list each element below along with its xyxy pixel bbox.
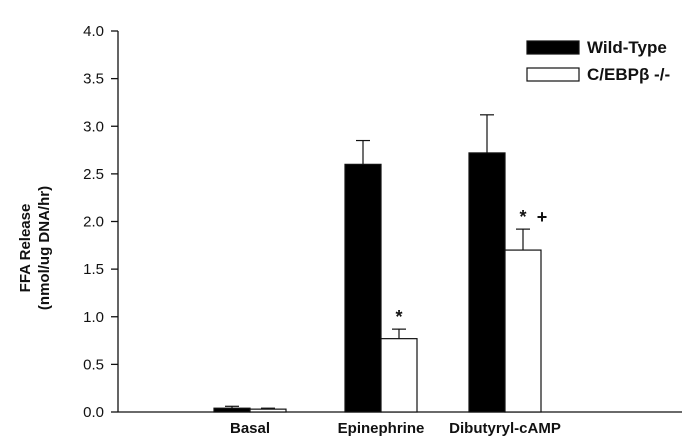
legend-label-wild-type: Wild-Type <box>587 38 667 57</box>
bar-wild-type <box>213 407 251 413</box>
legend-swatch-wild-type <box>526 40 580 55</box>
legend-label-cebpb-knockout: C/EBPβ -/- <box>587 65 670 84</box>
significance-asterisk: * <box>395 307 402 327</box>
bar-cebpb-knockout <box>249 408 287 413</box>
y-tick-label: 3.5 <box>83 71 104 88</box>
bars <box>213 152 542 413</box>
category-labels: Basal Epinephrine Dibutyryl-cAMP <box>230 420 561 437</box>
annotations: * * + <box>395 207 547 327</box>
significance-plus: + <box>537 207 548 227</box>
y-tick-label: 4.0 <box>83 23 104 40</box>
y-tick-label: 1.0 <box>83 309 104 326</box>
y-axis-label-line1: FFA Release <box>17 204 34 293</box>
y-tick-label: 1.5 <box>83 261 104 278</box>
bar-wild-type <box>344 163 382 413</box>
y-tick-label: 0.5 <box>83 356 104 373</box>
y-tick-label: 2.0 <box>83 214 104 231</box>
y-ticks: 0.0 0.5 1.0 1.5 2.0 2.5 3.0 3.5 4.0 <box>83 23 118 421</box>
category-label: Dibutyryl-cAMP <box>449 420 561 437</box>
error-bars <box>225 114 530 410</box>
y-axis-label-line2: (nmol/ug DNA/hr) <box>36 186 53 310</box>
y-tick-label: 3.0 <box>83 118 104 135</box>
y-axis-label: FFA Release (nmol/ug DNA/hr) <box>17 186 53 310</box>
bar-wild-type <box>468 152 506 413</box>
category-label: Basal <box>230 420 270 437</box>
y-tick-label: 2.5 <box>83 166 104 183</box>
bar-cebpb-knockout <box>504 249 542 413</box>
y-tick-label: 0.0 <box>83 404 104 421</box>
significance-asterisk: * <box>519 207 526 227</box>
category-label: Epinephrine <box>338 420 425 437</box>
legend: Wild-Type C/EBPβ -/- <box>526 38 670 84</box>
legend-swatch-cebpb-knockout <box>526 67 580 82</box>
bar-cebpb-knockout <box>380 338 418 413</box>
